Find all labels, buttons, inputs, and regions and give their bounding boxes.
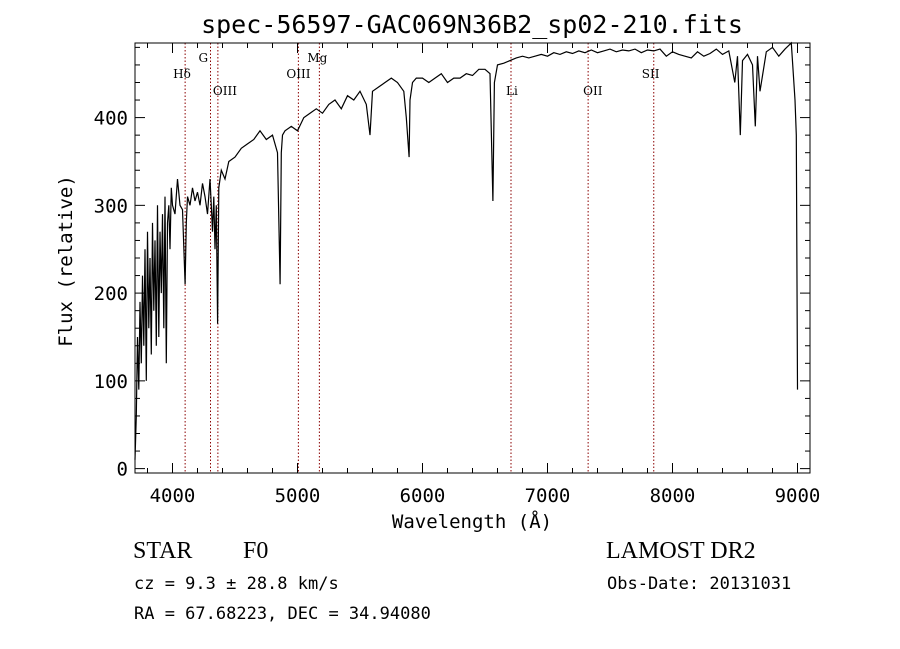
- spectral-line-label: OII: [583, 84, 603, 98]
- coordinates: RA = 67.68223, DEC = 34.94080: [134, 604, 431, 624]
- obs-date: Obs-Date: 20131031: [607, 574, 792, 594]
- y-tick-label: 400: [94, 108, 128, 130]
- axis-ticks: 4000 5000 6000 7000 8000 9000 0 100 200 300 400: [94, 43, 821, 507]
- spectral-line-label: OIII: [286, 67, 310, 81]
- spectral-line-label: Mg: [307, 51, 327, 65]
- y-tick-label: 200: [94, 283, 128, 305]
- redshift-readout: cz = 9.3 ± 28.8 km/s: [134, 574, 339, 594]
- spectrum-line: [134, 41, 799, 460]
- chart-title: spec-56597-GAC069N36B2_sp02-210.fits: [201, 10, 743, 39]
- x-tick-label: 5000: [275, 485, 321, 507]
- spectral-line-label: SII: [642, 67, 660, 81]
- object-type: STAR: [133, 538, 193, 564]
- x-tick-label: 9000: [775, 485, 821, 507]
- plot-frame: [134, 42, 811, 474]
- x-tick-label: 6000: [400, 485, 446, 507]
- spectral-line-label: Hδ: [173, 67, 191, 81]
- y-tick-label: 0: [117, 459, 128, 481]
- x-tick-label: 7000: [525, 485, 571, 507]
- spectral-line-markers: Hδ G OIII OIII Mg Li OII SII: [173, 43, 660, 473]
- x-tick-label: 8000: [650, 485, 696, 507]
- y-tick-label: 100: [94, 371, 128, 393]
- spectral-line-label: OIII: [213, 84, 237, 98]
- x-axis-label: Wavelength (Å): [392, 510, 552, 533]
- survey-name: LAMOST DR2: [606, 538, 756, 564]
- spectral-line-label: G: [199, 51, 209, 65]
- y-axis-label: Flux (relative): [55, 175, 77, 347]
- x-tick-label: 4000: [150, 485, 196, 507]
- y-tick-label: 300: [94, 195, 128, 217]
- spectral-subclass: F0: [243, 538, 269, 564]
- spectral-line-label: Li: [506, 84, 518, 98]
